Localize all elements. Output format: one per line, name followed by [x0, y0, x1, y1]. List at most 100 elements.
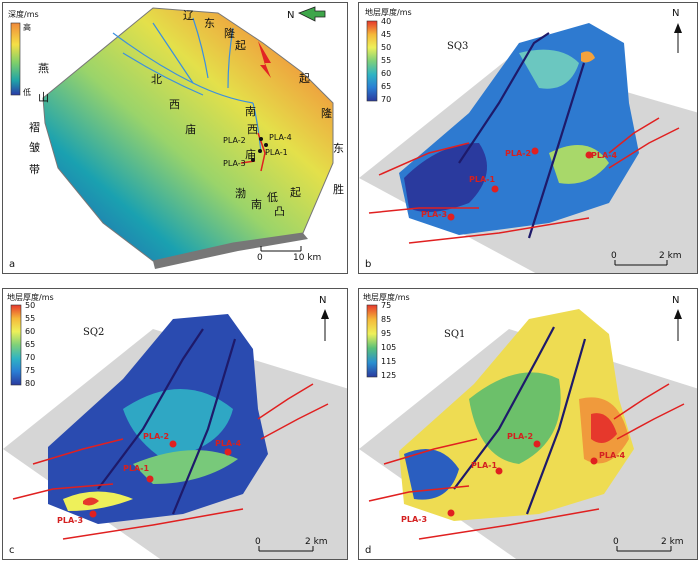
panel-a-legend-low: 低: [23, 88, 31, 97]
panel-b-red-faults: [368, 117, 680, 244]
panel-a-scale-end: 10 km: [293, 253, 322, 263]
place-long2: 隆: [321, 107, 332, 120]
panel-b-well-markers: [447, 147, 593, 221]
panel-c-letter: c: [9, 545, 15, 556]
panel-d-well-pla1: PLA-1: [471, 461, 498, 470]
panel-c-north-label: N: [319, 295, 327, 306]
north-arrow-icon: [298, 6, 326, 22]
panel-a-depth-map: 深度/ms 高 低 N 辽 东 隆 起 燕 山 褶 皱 带 北 西 庙 南 西 …: [2, 2, 348, 274]
panel-c-scale-zero: 0: [255, 537, 261, 547]
place-nan: 南: [245, 105, 256, 118]
place-shan: 山: [38, 91, 49, 104]
panel-d-tick-5: 125: [381, 371, 397, 380]
place-zhe: 褶: [29, 121, 40, 134]
panel-c-well-pla1: PLA-1: [123, 464, 150, 473]
panel-d-red-zone: [591, 413, 617, 443]
panel-d-well-markers: [447, 440, 598, 517]
place-bo: 渤: [235, 187, 246, 200]
panel-b-well-pla3: PLA-3: [421, 210, 448, 219]
panel-c-green-belt: [133, 450, 238, 484]
panel-d-sequence-label: SQ1: [444, 329, 466, 340]
terrain-surface: [42, 7, 334, 262]
panel-d-sq1-thickness: 地层厚度/ms 75 85 95 105 115 125 SQ1 N PLA-2…: [358, 288, 698, 560]
place-long1: 隆: [224, 27, 235, 40]
panel-b-sequence-label: SQ3: [447, 41, 469, 52]
panel-b-tick-1: 45: [381, 30, 392, 39]
place-dai: 带: [29, 163, 40, 176]
panel-a-legend-title: 深度/ms: [8, 10, 39, 19]
panel-d-tick-2: 95: [381, 329, 392, 338]
panel-b-sq3-thickness: 地层厚度/ms 40 45 50 55 60 65 70 SQ3 N PLA-2…: [358, 2, 698, 274]
panel-d-north-label: N: [672, 295, 680, 306]
panel-c-tick-2: 60: [25, 327, 36, 336]
panel-b-legend-title: 地层厚度/ms: [365, 8, 412, 17]
panel-d-blue-zone: [404, 449, 459, 500]
panel-a-legend-high: 高: [23, 23, 31, 32]
panel-c-sq2-thickness: 地层厚度/ms 50 55 60 65 70 75 80 SQ2 N PLA-2…: [2, 288, 348, 560]
panel-d-tick-0: 75: [381, 301, 392, 310]
panel-c-colorbar: [10, 304, 22, 386]
panel-c-well-pla4: PLA-4: [215, 439, 242, 448]
panel-c-sequence-label: SQ2: [83, 327, 105, 338]
panel-c-tick-4: 70: [25, 353, 36, 362]
panel-b-map-graphic: [359, 20, 697, 273]
panel-d-red-faults: [368, 383, 685, 540]
panel-c-north-arrow-icon: [321, 309, 329, 341]
panel-a-well-markers: [251, 137, 268, 162]
panel-b-well-pla2: PLA-2: [505, 149, 532, 158]
place-dong1: 东: [204, 17, 215, 30]
panel-d-faults: [453, 326, 587, 515]
panel-d-scale-end: 2 km: [661, 537, 684, 547]
panel-b-tick-3: 55: [381, 56, 392, 65]
place-sheng: 胜: [333, 183, 344, 196]
panel-a-well-label-pla2: PLA-2: [223, 136, 246, 145]
panel-a-scale-zero: 0: [257, 253, 263, 263]
place-dong2: 东: [333, 142, 344, 155]
panel-b-well-pla1: PLA-1: [469, 175, 496, 184]
drainage-network: [112, 17, 262, 154]
panel-d-legend-title: 地层厚度/ms: [363, 293, 410, 302]
panel-d-well-pla2: PLA-2: [507, 432, 534, 441]
place-bei: 北: [151, 73, 162, 86]
panel-a-well-label-pla1: PLA-1: [265, 148, 288, 157]
panel-b-colorbar: [366, 20, 378, 102]
panel-c-well-markers: [89, 440, 232, 518]
panel-b-tick-4: 60: [381, 69, 392, 78]
panel-b-light-zone: [519, 49, 579, 89]
panel-c-tick-1: 55: [25, 314, 36, 323]
panel-c-well-pla3: PLA-3: [57, 516, 84, 525]
place-xi2: 西: [247, 123, 258, 136]
panel-a-scale-bar: [260, 246, 302, 252]
panel-c-tick-0: 50: [25, 301, 36, 310]
place-qi1: 起: [235, 39, 246, 52]
panel-d-scale-zero: 0: [613, 537, 619, 547]
place-zhou: 皱: [29, 141, 40, 154]
panel-d-well-pla3: PLA-3: [401, 515, 428, 524]
panel-c-tick-3: 65: [25, 340, 36, 349]
panel-b-well-pla4: PLA-4: [591, 151, 618, 160]
panel-b-orange-patch: [581, 51, 595, 63]
panel-c-well-pla2: PLA-2: [143, 432, 170, 441]
panel-b-green-zone: [549, 145, 609, 184]
panel-c-tick-5: 75: [25, 366, 36, 375]
panel-a-map-graphic: [10, 6, 334, 269]
panel-d-map-graphic: [359, 304, 697, 559]
panel-a-north-label: N: [287, 10, 295, 21]
place-qi2: 起: [299, 72, 310, 85]
panel-c-scale-end: 2 km: [305, 537, 328, 547]
panel-b-scale-bar: [614, 260, 668, 266]
panel-a-letter: a: [9, 259, 16, 270]
panel-c-faults: [97, 328, 237, 515]
panel-b-scale-zero: 0: [611, 251, 617, 261]
place-xi1: 西: [169, 98, 180, 111]
panel-d-well-pla4: PLA-4: [599, 451, 626, 460]
panel-c-map-graphic: [3, 304, 347, 559]
place-miao1: 庙: [185, 123, 196, 136]
panel-c-scale-bar: [258, 546, 314, 552]
panel-c-cyan-belt: [123, 389, 233, 459]
place-miao2: 庙: [245, 148, 256, 161]
south-arrow-icon: [258, 41, 271, 78]
panel-b-faults: [458, 32, 586, 239]
place-liao: 辽: [183, 9, 194, 22]
panel-b-tick-5: 65: [381, 82, 392, 91]
